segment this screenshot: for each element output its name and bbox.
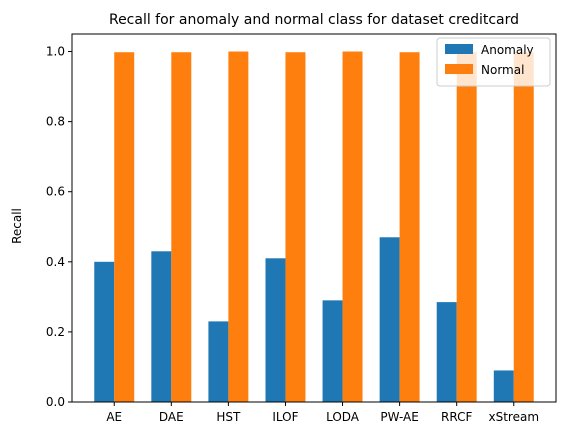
x-tick-label-xstream: xStream bbox=[488, 410, 539, 424]
bar-anomaly-ilof bbox=[265, 258, 286, 402]
y-tick-label: 0.0 bbox=[46, 395, 65, 409]
bar-normal-loda bbox=[342, 51, 363, 403]
legend-label-anomaly: Anomaly bbox=[481, 43, 534, 57]
legend-swatch-normal bbox=[445, 64, 473, 74]
bar-normal-ae bbox=[114, 52, 135, 402]
bar-anomaly-hst bbox=[208, 321, 229, 402]
bar-normal-rrcf bbox=[456, 52, 477, 402]
x-tick-label-pw-ae: PW-AE bbox=[380, 410, 418, 424]
bar-normal-dae bbox=[171, 52, 192, 402]
bar-normal-ilof bbox=[285, 52, 306, 402]
chart-title: Recall for anomaly and normal class for … bbox=[109, 12, 519, 28]
y-tick-label: 0.2 bbox=[46, 325, 65, 339]
x-tick-label-loda: LODA bbox=[326, 410, 360, 424]
y-tick-label: 0.4 bbox=[46, 255, 65, 269]
x-tick-label-dae: DAE bbox=[159, 410, 184, 424]
y-tick-label: 1.0 bbox=[46, 45, 65, 59]
legend-label-normal: Normal bbox=[481, 63, 524, 77]
bar-normal-pw-ae bbox=[399, 52, 420, 402]
bar-anomaly-rrcf bbox=[436, 302, 457, 402]
legend: Anomaly Normal bbox=[436, 37, 551, 87]
x-tick-label-ilof: ILOF bbox=[272, 410, 298, 424]
plot-frame bbox=[71, 33, 557, 403]
y-tick-label: 0.6 bbox=[46, 185, 65, 199]
bar-anomaly-pw-ae bbox=[379, 237, 400, 402]
x-tick-label-hst: HST bbox=[216, 410, 241, 424]
y-axis-label: Recall bbox=[10, 208, 24, 244]
x-tick-label-ae: AE bbox=[106, 410, 122, 424]
bar-normal-xstream bbox=[513, 52, 534, 402]
plot-area: 0.0 0.2 0.4 0.6 0.8 1.0 AE DAE HST ILOF LODA PW-AE R… bbox=[46, 33, 557, 424]
bar-anomaly-ae bbox=[94, 261, 115, 402]
legend-swatch-anomaly bbox=[445, 44, 473, 54]
x-tick-label-rrcf: RRCF bbox=[441, 410, 472, 424]
bar-anomaly-dae bbox=[151, 251, 172, 402]
bar-anomaly-loda bbox=[322, 300, 343, 402]
bar-anomaly-xstream bbox=[493, 370, 514, 402]
y-tick-label: 0.8 bbox=[46, 115, 65, 129]
bar-normal-hst bbox=[228, 51, 249, 403]
